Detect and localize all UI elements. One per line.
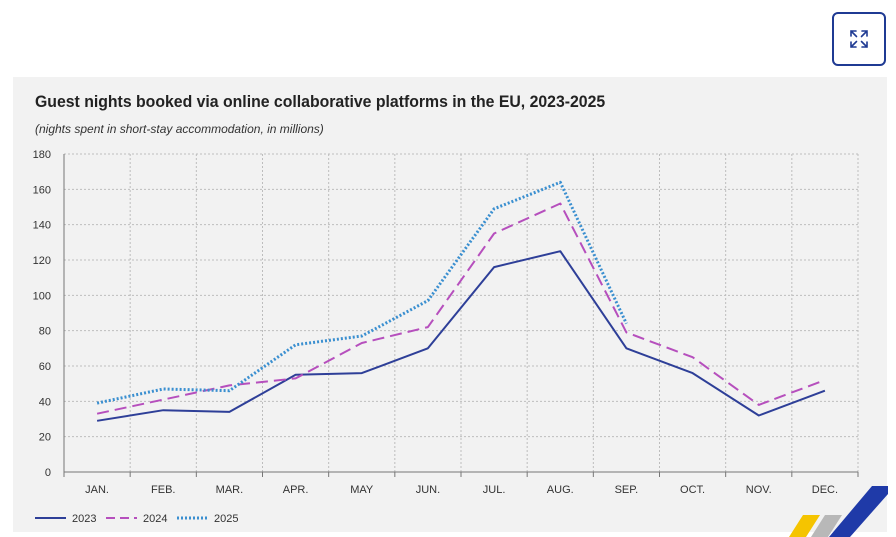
chart-title: Guest nights booked via online collabora… — [35, 92, 606, 111]
legend-label-2023: 2023 — [72, 513, 96, 525]
y-tick-label: 0 — [45, 467, 51, 479]
chart-subtitle: (nights spent in short-stay accommodatio… — [35, 122, 324, 136]
y-tick-label: 60 — [39, 361, 51, 373]
y-tick-label: 40 — [39, 396, 51, 408]
x-tick-label: JUL. — [483, 484, 506, 496]
line-chart: 0 20 40 60 80 100 120 140 160 180 JAN. FEB. MAR. APR.… — [33, 149, 859, 525]
chart-panel: Guest nights booked via online collabora… — [13, 77, 887, 532]
series-line-2023 — [96, 250, 826, 422]
expand-button[interactable] — [832, 12, 886, 66]
y-tick-label: 100 — [33, 290, 51, 302]
x-tick-label: JUN. — [416, 484, 440, 496]
x-tick-label: MAY — [350, 484, 374, 496]
x-tick-label: AUG. — [547, 484, 574, 496]
x-tick-label: APR. — [283, 484, 309, 496]
x-tick-label: OCT. — [680, 484, 705, 496]
y-tick-label: 180 — [33, 149, 51, 161]
y-tick-label: 160 — [33, 184, 51, 196]
y-tick-label: 20 — [39, 432, 51, 444]
y-tick-label: 120 — [33, 255, 51, 267]
series-line-2024 — [96, 202, 826, 415]
x-tick-label: FEB. — [151, 484, 175, 496]
x-tick-label: JAN. — [85, 484, 109, 496]
x-tick-label: MAR. — [216, 484, 244, 496]
legend-label-2025: 2025 — [214, 513, 238, 525]
expand-icon — [850, 30, 868, 48]
x-tick-label: DEC. — [812, 484, 838, 496]
y-tick-label: 140 — [33, 220, 51, 232]
series-line-2025 — [96, 180, 628, 405]
x-tick-label: NOV. — [746, 484, 772, 496]
legend-label-2024: 2024 — [143, 513, 167, 525]
y-tick-label: 80 — [39, 326, 51, 338]
x-tick-label: SEP. — [615, 484, 639, 496]
